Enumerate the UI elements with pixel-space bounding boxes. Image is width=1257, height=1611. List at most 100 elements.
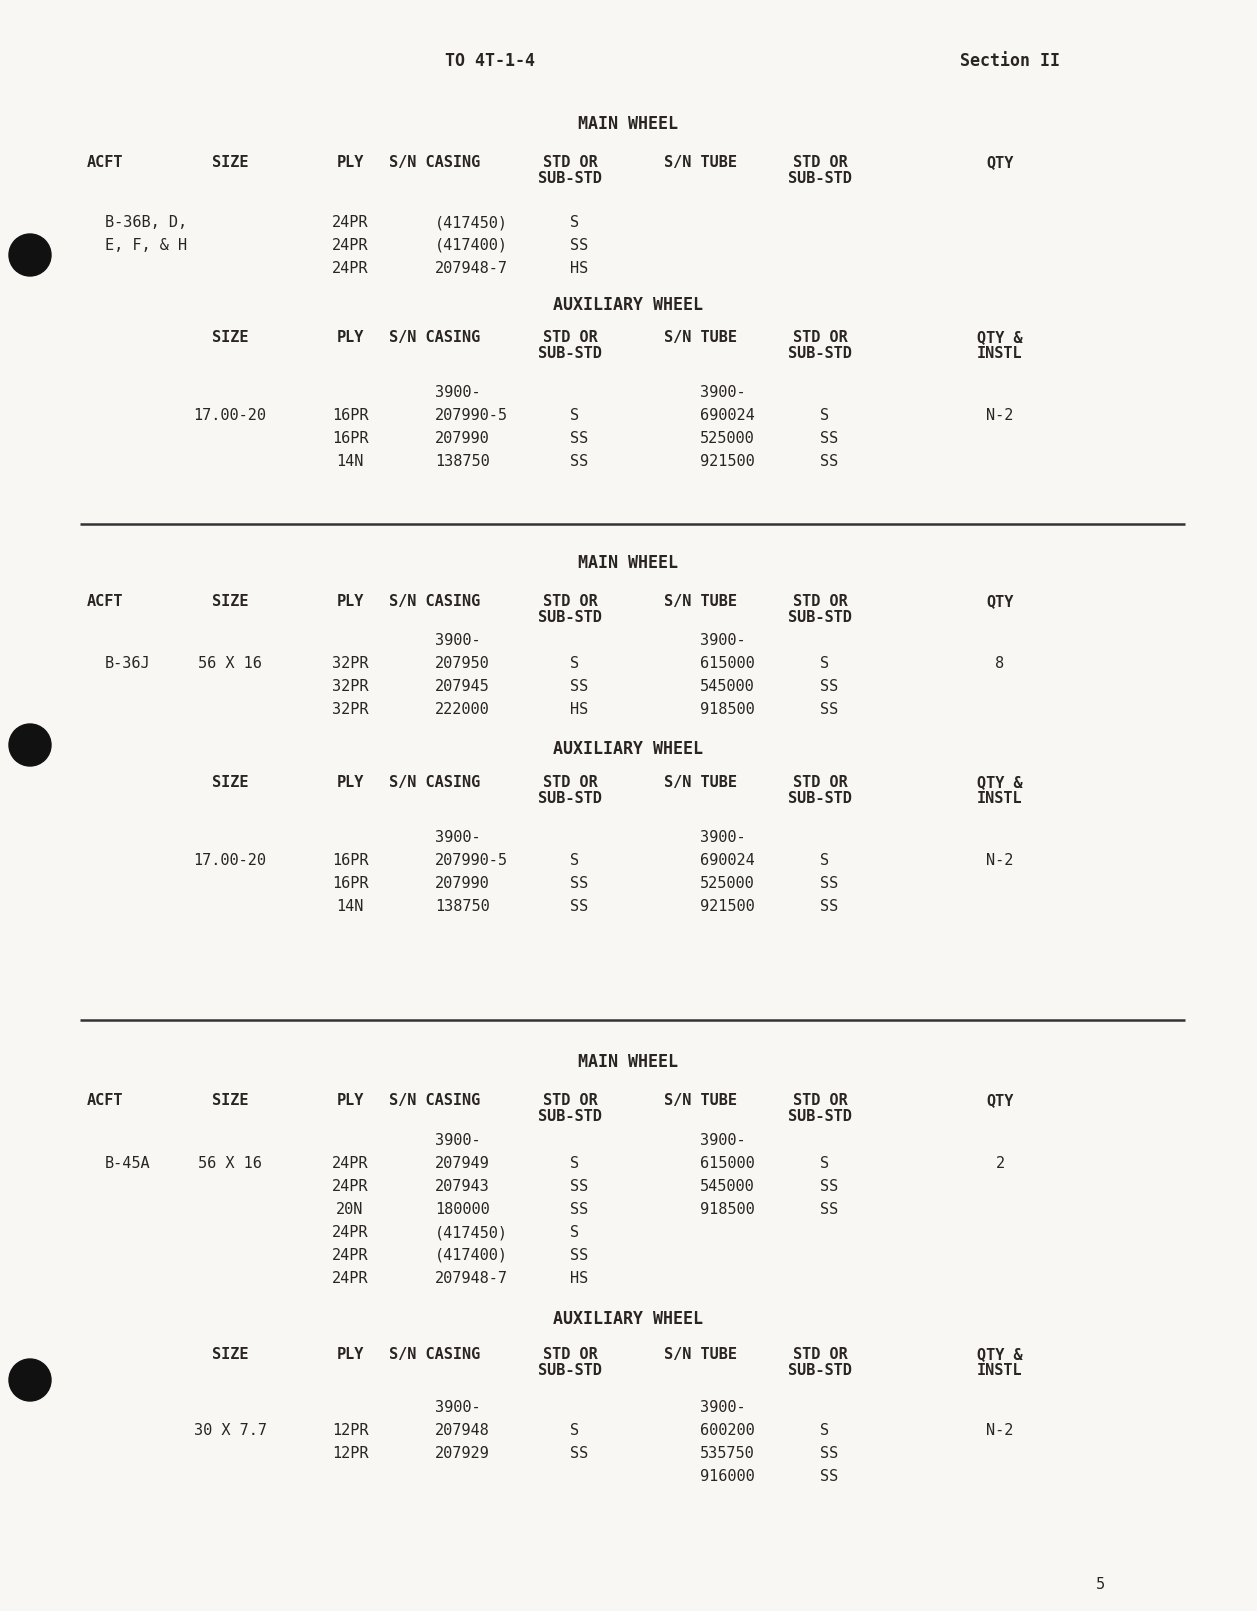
Text: SS: SS — [820, 876, 838, 891]
Text: 921500: 921500 — [700, 899, 754, 913]
Text: 690024: 690024 — [700, 408, 754, 424]
Text: S: S — [569, 852, 579, 868]
Text: STD OR: STD OR — [793, 155, 847, 171]
Text: S/N CASING: S/N CASING — [390, 155, 480, 171]
Text: SS: SS — [569, 1447, 588, 1461]
Text: SUB-STD: SUB-STD — [538, 346, 602, 361]
Text: E, F, & H: E, F, & H — [106, 238, 187, 253]
Text: ACFT: ACFT — [87, 594, 123, 609]
Text: 16PR: 16PR — [332, 432, 368, 446]
Text: TO 4T-1-4: TO 4T-1-4 — [445, 52, 535, 69]
Text: 600200: 600200 — [700, 1423, 754, 1439]
Text: SS: SS — [820, 1469, 838, 1484]
Text: 918500: 918500 — [700, 702, 754, 717]
Text: SIZE: SIZE — [211, 1347, 248, 1361]
Text: 180000: 180000 — [435, 1202, 490, 1216]
Text: SUB-STD: SUB-STD — [538, 171, 602, 185]
Text: S: S — [820, 656, 830, 672]
Text: 207943: 207943 — [435, 1179, 490, 1194]
Text: S: S — [569, 1224, 579, 1240]
Text: QTY &: QTY & — [977, 775, 1023, 789]
Text: 17.00-20: 17.00-20 — [194, 408, 266, 424]
Text: (417450): (417450) — [435, 1224, 508, 1240]
Text: 207929: 207929 — [435, 1447, 490, 1461]
Text: ACFT: ACFT — [87, 155, 123, 171]
Text: 24PR: 24PR — [332, 1271, 368, 1286]
Text: 14N: 14N — [337, 899, 363, 913]
Text: S/N CASING: S/N CASING — [390, 1092, 480, 1108]
Text: 24PR: 24PR — [332, 1157, 368, 1171]
Text: ACFT: ACFT — [87, 1092, 123, 1108]
Text: SS: SS — [820, 702, 838, 717]
Text: 207990-5: 207990-5 — [435, 408, 508, 424]
Text: N-2: N-2 — [987, 408, 1013, 424]
Text: 32PR: 32PR — [332, 656, 368, 672]
Text: 8: 8 — [996, 656, 1004, 672]
Text: 207948: 207948 — [435, 1423, 490, 1439]
Text: MAIN WHEEL: MAIN WHEEL — [578, 1054, 678, 1071]
Text: SS: SS — [569, 1202, 588, 1216]
Text: B-36B, D,: B-36B, D, — [106, 214, 187, 230]
Text: 222000: 222000 — [435, 702, 490, 717]
Text: S/N TUBE: S/N TUBE — [664, 1347, 737, 1361]
Text: 3900-: 3900- — [700, 1400, 745, 1414]
Text: SUB-STD: SUB-STD — [538, 611, 602, 625]
Text: SS: SS — [569, 899, 588, 913]
Text: 24PR: 24PR — [332, 238, 368, 253]
Text: 24PR: 24PR — [332, 261, 368, 275]
Text: S/N TUBE: S/N TUBE — [664, 155, 737, 171]
Text: PLY: PLY — [337, 1347, 363, 1361]
Text: SUB-STD: SUB-STD — [538, 1363, 602, 1377]
Text: MAIN WHEEL: MAIN WHEEL — [578, 114, 678, 134]
Text: S/N TUBE: S/N TUBE — [664, 594, 737, 609]
Text: 3900-: 3900- — [435, 1133, 480, 1149]
Text: S: S — [569, 408, 579, 424]
Text: 615000: 615000 — [700, 1157, 754, 1171]
Text: QTY &: QTY & — [977, 1347, 1023, 1361]
Text: SUB-STD: SUB-STD — [788, 346, 852, 361]
Text: 16PR: 16PR — [332, 876, 368, 891]
Text: 24PR: 24PR — [332, 1224, 368, 1240]
Text: 207990-5: 207990-5 — [435, 852, 508, 868]
Text: (417400): (417400) — [435, 238, 508, 253]
Text: HS: HS — [569, 261, 588, 275]
Text: 14N: 14N — [337, 454, 363, 469]
Text: 3900-: 3900- — [435, 830, 480, 846]
Text: S/N CASING: S/N CASING — [390, 775, 480, 789]
Text: SUB-STD: SUB-STD — [538, 1108, 602, 1124]
Text: PLY: PLY — [337, 155, 363, 171]
Text: PLY: PLY — [337, 594, 363, 609]
Text: STD OR: STD OR — [793, 775, 847, 789]
Text: S/N CASING: S/N CASING — [390, 1347, 480, 1361]
Text: B-45A: B-45A — [106, 1157, 151, 1171]
Text: 138750: 138750 — [435, 454, 490, 469]
Text: QTY &: QTY & — [977, 330, 1023, 345]
Text: 24PR: 24PR — [332, 214, 368, 230]
Text: HS: HS — [569, 1271, 588, 1286]
Text: STD OR: STD OR — [543, 594, 597, 609]
Text: STD OR: STD OR — [543, 775, 597, 789]
Text: 207948-7: 207948-7 — [435, 1271, 508, 1286]
Text: SUB-STD: SUB-STD — [788, 611, 852, 625]
Text: N-2: N-2 — [987, 852, 1013, 868]
Text: SS: SS — [820, 678, 838, 694]
Text: PLY: PLY — [337, 775, 363, 789]
Text: 20N: 20N — [337, 1202, 363, 1216]
Text: B-36J: B-36J — [106, 656, 151, 672]
Text: 5: 5 — [1095, 1577, 1105, 1592]
Text: 525000: 525000 — [700, 876, 754, 891]
Text: S/N CASING: S/N CASING — [390, 330, 480, 345]
Text: S: S — [569, 214, 579, 230]
Text: 2: 2 — [996, 1157, 1004, 1171]
Text: SS: SS — [569, 678, 588, 694]
Text: AUXILIARY WHEEL: AUXILIARY WHEEL — [553, 739, 703, 759]
Text: SS: SS — [569, 1249, 588, 1263]
Text: 3900-: 3900- — [435, 633, 480, 648]
Text: S: S — [569, 656, 579, 672]
Text: S/N TUBE: S/N TUBE — [664, 1092, 737, 1108]
Text: 138750: 138750 — [435, 899, 490, 913]
Text: SS: SS — [569, 432, 588, 446]
Text: 207990: 207990 — [435, 876, 490, 891]
Text: N-2: N-2 — [987, 1423, 1013, 1439]
Text: 535750: 535750 — [700, 1447, 754, 1461]
